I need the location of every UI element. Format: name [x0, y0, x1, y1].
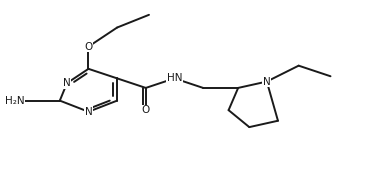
Text: O: O	[142, 105, 150, 115]
Text: N: N	[63, 78, 71, 88]
Text: O: O	[84, 42, 93, 52]
Text: N: N	[263, 77, 271, 87]
Text: N: N	[85, 107, 92, 117]
Text: H₂N: H₂N	[4, 96, 24, 106]
Text: HN: HN	[167, 73, 182, 83]
